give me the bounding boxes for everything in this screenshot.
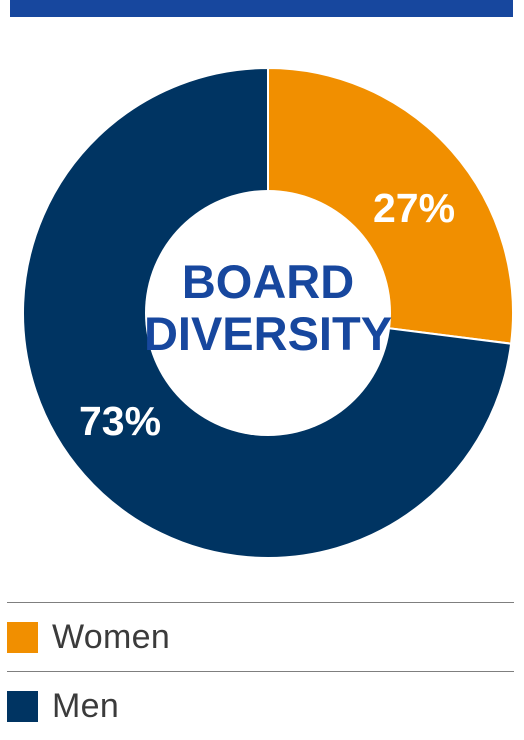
legend-item-women: Women [7,602,514,671]
data-label-women: 27% [373,185,455,231]
data-label-men: 73% [79,398,161,444]
legend-label-men: Men [52,686,120,725]
chart-title-line-2: DIVERSITY [144,307,392,360]
header-accent-bar [10,0,513,17]
chart-title-line-1: BOARD [182,255,354,308]
donut-hole [145,190,391,436]
chart-legend: Women Men [7,602,514,740]
legend-item-men: Men [7,671,514,740]
legend-swatch-men [7,690,38,722]
legend-swatch-women [7,621,38,653]
board-diversity-donut-chart: BOARD DIVERSITY 27% 73% [22,66,514,559]
legend-label-women: Women [52,617,171,656]
